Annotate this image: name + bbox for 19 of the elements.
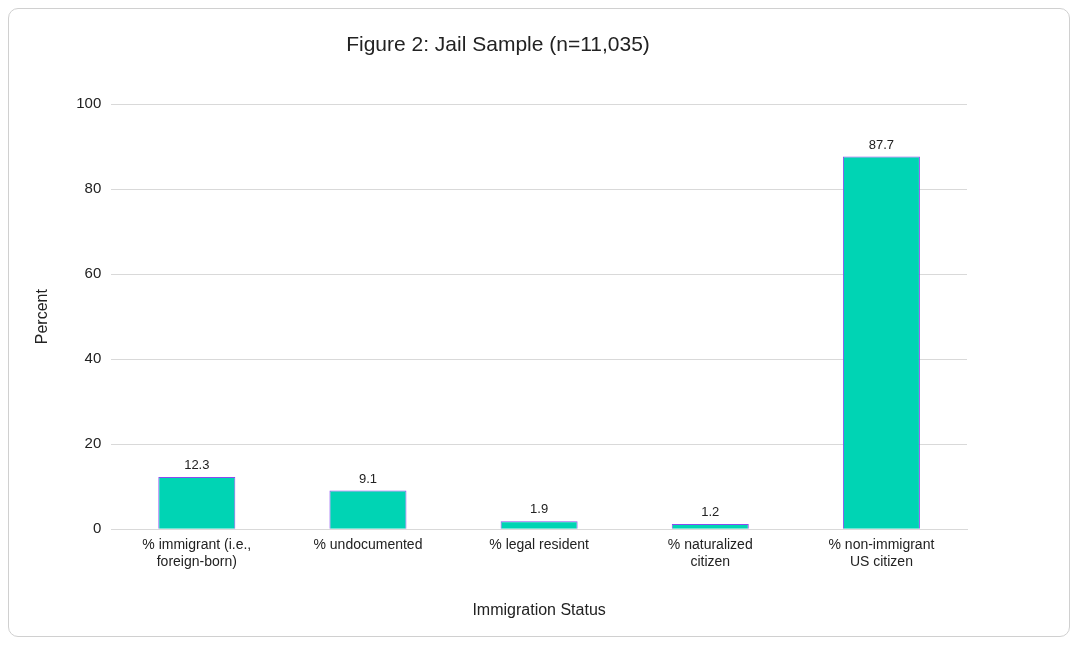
y-tick-label: 60 <box>84 264 102 282</box>
x-tick-label: % legal resident <box>489 536 590 553</box>
y-tick-label: 20 <box>84 434 102 452</box>
data-label: 9.1 <box>358 470 377 486</box>
x-tick-label: % naturalized citizen <box>667 536 753 570</box>
data-label: 12.3 <box>184 457 210 472</box>
data-label: 87.7 <box>868 136 895 152</box>
x-tick-label: % non-immigrant US citizen <box>828 536 935 570</box>
y-tick-label: 100 <box>76 94 102 112</box>
y-tick-label: 40 <box>84 349 102 367</box>
y-axis-title: Percent <box>33 288 51 345</box>
data-label: 1.9 <box>530 501 549 517</box>
x-tick-label: % undocumented <box>313 536 423 553</box>
chart-title: Figure 2: Jail Sample (n=11,035) <box>346 32 650 56</box>
y-tick-label: 80 <box>84 179 102 197</box>
y-tick-label: 0 <box>92 519 102 537</box>
x-tick-label: % immigrant (i.e., foreign-born) <box>142 536 252 570</box>
x-axis-title: Immigration Status <box>472 600 606 618</box>
data-label: 1.2 <box>701 504 720 520</box>
